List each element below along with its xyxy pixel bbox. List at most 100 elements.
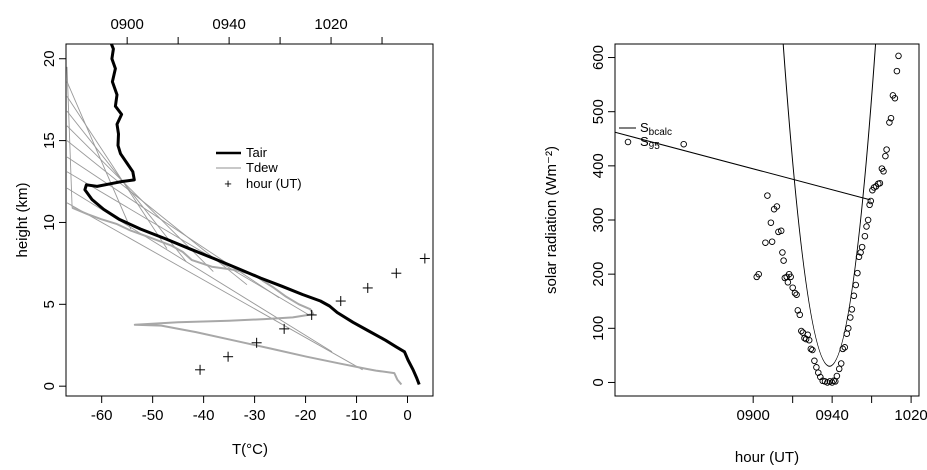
solar-radiation-panel: 0900 0940 1020 0 100 200 300 400 500 600 hour (U… xyxy=(543,43,927,466)
flight-track-line xyxy=(66,96,168,249)
y-tick-label: 600 xyxy=(590,45,607,70)
left-y-axis-title: height (km) xyxy=(14,182,31,257)
right-x-axis-title: hour (UT) xyxy=(735,449,799,466)
tair-line xyxy=(83,43,421,386)
y-tick-label: 15 xyxy=(41,132,58,149)
y-tick-label: 100 xyxy=(590,316,607,341)
s95-point xyxy=(882,152,889,160)
s95-point xyxy=(880,168,887,175)
s95-point xyxy=(807,345,815,353)
s95-point xyxy=(883,146,890,153)
s95-point xyxy=(798,327,805,335)
flight-track-lines xyxy=(66,66,363,371)
flight-track-line xyxy=(66,156,280,299)
flight-track-line xyxy=(66,171,308,315)
s95-point xyxy=(835,365,843,373)
top-tick-label: 0900 xyxy=(110,16,143,33)
s95-point xyxy=(811,357,818,365)
legend-s95-label: S95 xyxy=(640,134,660,152)
s95-point xyxy=(813,364,820,371)
s95-point xyxy=(762,239,769,246)
y-tick-label: 400 xyxy=(590,153,607,178)
s95-point xyxy=(893,67,901,75)
s95-point xyxy=(895,52,902,60)
s95-point xyxy=(861,232,869,240)
top-tick-label: 1020 xyxy=(314,16,347,33)
hour-marker xyxy=(279,323,290,334)
s95-point xyxy=(787,273,794,281)
x-tick-label: -50 xyxy=(142,407,164,424)
s95-point xyxy=(773,203,781,210)
hour-marker xyxy=(335,296,346,307)
s95-point xyxy=(866,201,873,209)
s95-point xyxy=(805,336,813,344)
s95-point xyxy=(837,360,845,367)
hour-marker xyxy=(223,351,234,362)
x-tick-label: 1020 xyxy=(894,407,927,424)
hour-markers xyxy=(195,253,430,375)
s95-point xyxy=(855,253,863,261)
s95-point xyxy=(828,379,836,386)
legend-tair-label: Tair xyxy=(246,145,268,160)
left-legend: Tair Tdew + hour (UT) xyxy=(216,145,302,191)
sbcalc-line xyxy=(615,131,871,201)
x-tick-label: -60 xyxy=(91,407,113,424)
y-tick-label: 500 xyxy=(590,99,607,124)
s95-point xyxy=(777,227,785,235)
x-tick-label: 0 xyxy=(403,407,411,424)
hour-marker xyxy=(251,337,262,348)
s95-point xyxy=(764,192,771,199)
x-tick-label: 0940 xyxy=(815,407,848,424)
s95-point xyxy=(833,372,841,380)
s95-point xyxy=(784,279,792,286)
s95-point xyxy=(848,306,856,313)
x-tick-label: -20 xyxy=(295,407,317,424)
height-profile-panel: -60 -50 -40 -30 -20 -10 0 0900 0940 1020 0 5 10 15 2… xyxy=(14,16,434,458)
s95-point xyxy=(854,269,861,277)
left-y-ticks: 0 5 10 15 20 xyxy=(41,50,66,390)
right-legend: Sbcalc S95 xyxy=(619,120,672,152)
legend-s95-swatch xyxy=(624,138,632,146)
s95-point xyxy=(845,325,852,332)
hour-marker xyxy=(391,268,402,279)
s95-point xyxy=(791,289,799,297)
s95-point xyxy=(796,311,804,319)
s95-point xyxy=(891,94,899,102)
legend-hour-label: hour (UT) xyxy=(246,176,302,191)
y-tick-label: 20 xyxy=(41,50,58,67)
tdew-series xyxy=(71,206,403,386)
s95-point xyxy=(886,119,893,126)
s95-point xyxy=(680,140,687,148)
legend-hour-swatch: + xyxy=(224,176,232,191)
flight-track-line xyxy=(66,110,187,263)
hour-marker xyxy=(195,364,206,375)
s95-point xyxy=(779,249,786,256)
model-curve xyxy=(782,44,877,367)
hour-marker xyxy=(419,253,430,264)
y-tick-label: 300 xyxy=(590,207,607,232)
hour-marker xyxy=(362,282,373,293)
right-y-ticks: 0 100 200 300 400 500 600 xyxy=(590,45,615,387)
flight-track-line xyxy=(66,81,132,230)
s95-point xyxy=(847,314,854,321)
s95-point xyxy=(867,197,875,205)
s95-point xyxy=(876,179,884,187)
s95-point xyxy=(887,114,895,122)
tair-series xyxy=(83,43,421,386)
legend-tdew-label: Tdew xyxy=(246,160,278,175)
flight-track-line xyxy=(66,202,363,371)
x-tick-label: -30 xyxy=(244,407,266,424)
right-plot-area xyxy=(615,44,902,386)
s95-point xyxy=(755,270,762,278)
left-x-axis-title: T(°C) xyxy=(232,441,268,458)
tdew-line xyxy=(71,206,403,386)
s95-point xyxy=(841,344,849,351)
s95-point xyxy=(767,219,775,226)
s95-point xyxy=(780,257,787,264)
s95-point xyxy=(843,330,851,337)
s95-point xyxy=(863,223,870,230)
s95-point xyxy=(852,281,860,289)
x-tick-label: 0900 xyxy=(736,407,769,424)
s95-point xyxy=(775,228,782,236)
s95-point xyxy=(839,345,847,353)
